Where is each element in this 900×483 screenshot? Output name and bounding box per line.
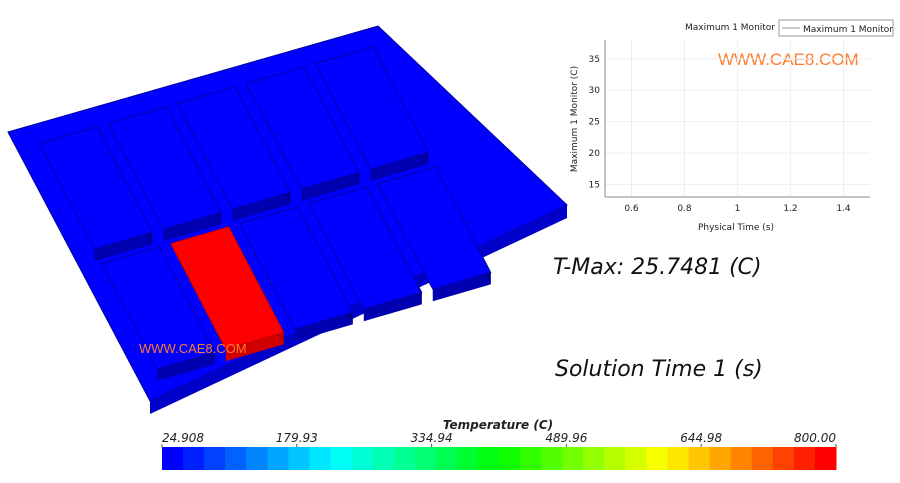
x-tick-label: 1 xyxy=(735,204,741,214)
cell-side xyxy=(301,172,360,202)
colorbar-band xyxy=(330,447,353,470)
colorbar-tick-label: 800.00 xyxy=(794,431,836,445)
colorbar-band xyxy=(225,447,247,470)
x-tick-label: 0.6 xyxy=(624,204,639,214)
colorbar-band xyxy=(267,447,289,470)
cell-top xyxy=(38,126,153,250)
watermark: WWW.CAE8.COM xyxy=(139,341,247,356)
x-tick-label: 1.2 xyxy=(783,204,797,214)
colorbar-band xyxy=(351,447,374,470)
cell-top xyxy=(245,66,360,190)
cell-side xyxy=(294,312,353,342)
y-axis-label: Maximum 1 Monitor (C) xyxy=(570,66,580,172)
t-max-annotation: T-Max: 25.7481 (C) xyxy=(553,255,762,280)
colorbar-band xyxy=(499,447,521,470)
colorbar-band xyxy=(372,447,395,470)
legend-box xyxy=(778,19,894,37)
cell-top xyxy=(101,246,216,370)
solution-time: Solution Time 1 (s) xyxy=(555,357,763,382)
colorbar-band xyxy=(183,447,205,470)
colorbar-band xyxy=(288,447,310,470)
cell-side xyxy=(370,152,429,182)
colorbar-band xyxy=(393,447,416,470)
colorbar-band xyxy=(793,447,816,470)
x-tick-label: 1.4 xyxy=(836,204,851,214)
colorbar-band xyxy=(709,447,732,470)
colorbar-tick-label: 179.93 xyxy=(276,431,318,445)
cell-top xyxy=(170,226,285,350)
legend-entry: Maximum 1 Monitor xyxy=(803,25,893,35)
cell-side xyxy=(156,352,215,382)
colorbar-band xyxy=(456,447,479,470)
colorbar-band xyxy=(625,447,647,470)
cell-side xyxy=(432,272,491,302)
plot-title: Maximum 1 Monitor Plot xyxy=(685,23,795,33)
cell-side xyxy=(94,232,153,262)
cell-side xyxy=(363,292,422,322)
colorbar-band xyxy=(477,447,500,470)
colorbar-band xyxy=(583,447,605,470)
colorbar-band xyxy=(520,447,542,470)
cell-top xyxy=(314,46,429,170)
y-tick-label: 25 xyxy=(589,118,600,128)
cell-side xyxy=(232,192,291,222)
colorbar-tick-label: 644.98 xyxy=(680,431,722,445)
cell-top xyxy=(176,86,291,210)
colorbar-band xyxy=(730,447,753,470)
colorbar-band xyxy=(667,447,690,470)
colorbar-band xyxy=(562,447,584,470)
colorbar-band xyxy=(414,447,437,470)
cell-top xyxy=(239,206,354,330)
y-tick-label: 15 xyxy=(589,180,600,190)
colorbar-band xyxy=(688,447,711,470)
x-axis-label: Physical Time (s) xyxy=(698,223,774,233)
y-tick-label: 30 xyxy=(589,86,601,96)
cell-side xyxy=(163,212,222,242)
y-tick-label: 20 xyxy=(589,149,601,159)
colorbar-band xyxy=(604,447,626,470)
y-tick-label: 35 xyxy=(589,55,600,65)
colorbar-band xyxy=(814,447,837,470)
x-tick-label: 0.8 xyxy=(677,204,692,214)
colorbar-band xyxy=(162,447,184,470)
colorbar-band xyxy=(246,447,268,470)
watermark: WWW.CAE8.COM xyxy=(718,50,859,69)
cell-top xyxy=(107,106,222,230)
cell-top xyxy=(377,166,492,290)
colorbar-tick-label: 489.96 xyxy=(545,431,587,445)
colorbar-tick-label: 334.94 xyxy=(411,431,453,445)
cell-top xyxy=(308,186,423,310)
colorbar-tick-label: 24.908 xyxy=(162,431,204,445)
colorbar-band xyxy=(772,447,795,470)
colorbar-band xyxy=(646,447,668,470)
colorbar-band xyxy=(309,447,331,470)
battery-pack-render xyxy=(7,25,568,414)
cell-side xyxy=(225,332,284,362)
colorbar-title: Temperature (C) xyxy=(443,418,553,432)
colorbar-band xyxy=(541,447,563,470)
colorbar-band xyxy=(435,447,458,470)
colorbar-band xyxy=(751,447,774,470)
colorbar-band xyxy=(204,447,226,470)
